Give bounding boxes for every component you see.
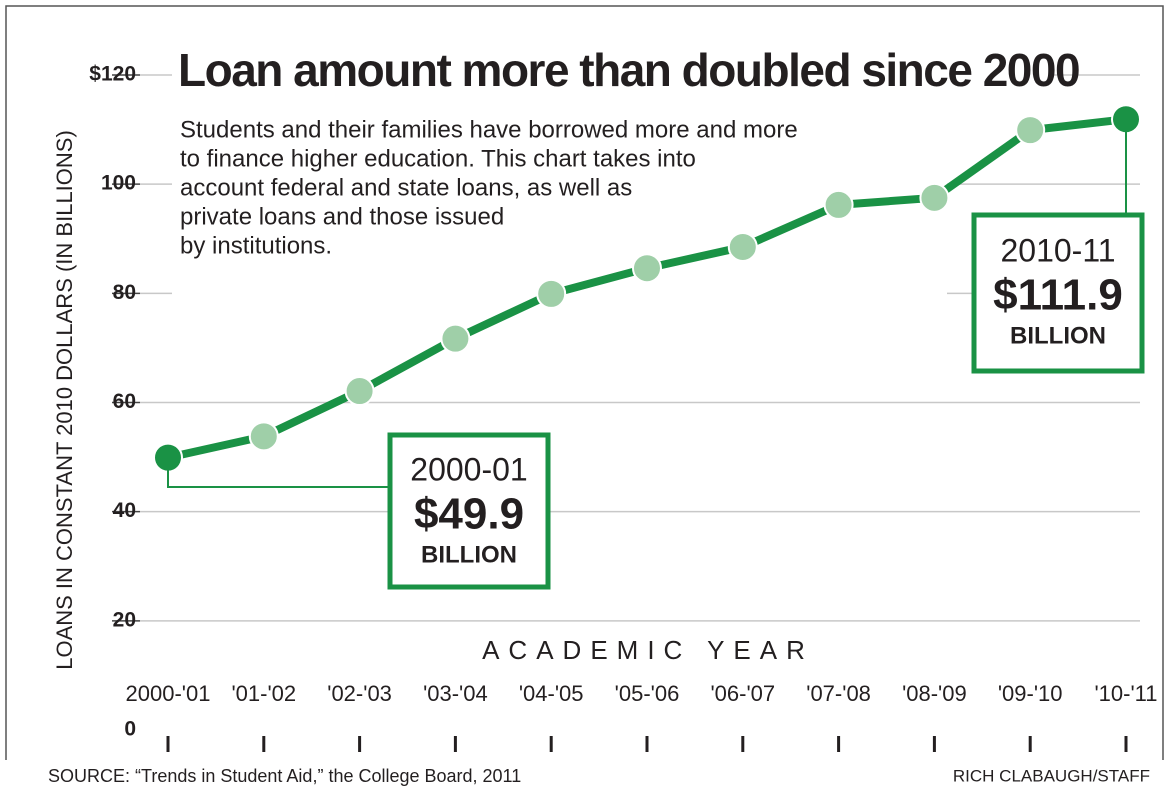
- x-tick-label: '08-'09: [902, 681, 967, 706]
- y-tick-label: 100: [101, 172, 136, 195]
- annotation-box: [971, 212, 1145, 374]
- x-tick-label: '05-'06: [615, 681, 680, 706]
- point: [344, 376, 375, 407]
- x-axis-label: ACADEMIC YEAR: [482, 635, 814, 665]
- title-backdrop: [172, 44, 1052, 106]
- annotation-amount: $111.9: [993, 271, 1123, 320]
- point: [440, 323, 471, 354]
- subtitle-line: to finance higher education. This chart …: [180, 145, 696, 172]
- y-tick-label: 0: [124, 718, 136, 741]
- point: [632, 253, 662, 284]
- chart-title: Loan amount more than doubled since 2000: [178, 44, 1079, 96]
- x-tick-label: '10-'11: [1094, 681, 1157, 706]
- credit: RICH CLABAUGH/STAFF: [953, 766, 1150, 785]
- x-tick-label: '03-'04: [423, 681, 488, 706]
- x-tick-label: '09-'10: [998, 681, 1063, 706]
- annotation-box: [387, 432, 551, 590]
- connector: [167, 470, 388, 488]
- x-tick-label: '07-'08: [806, 681, 871, 706]
- point: [823, 189, 854, 220]
- annotation-unit: BILLION: [1010, 322, 1106, 349]
- source: SOURCE: “Trends in Student Aid,” the Col…: [48, 766, 521, 786]
- x-tick-label: '04-'05: [519, 681, 584, 706]
- y-tick-label: 20: [113, 608, 136, 631]
- annotation-period: 2000-01: [410, 451, 527, 487]
- y-axis-label: LOANS IN CONSTANT 2010 DOLLARS (IN BILLI…: [52, 130, 77, 670]
- x-tick-label: '02-'03: [327, 681, 392, 706]
- point: [153, 442, 183, 473]
- x-tick-label: '06-'07: [710, 681, 775, 706]
- frame: [5, 5, 1164, 760]
- y-tick-label: 40: [113, 499, 136, 522]
- subtitle-backdrop: [172, 110, 947, 295]
- point: [248, 421, 279, 452]
- y-tick-label: $120: [89, 63, 136, 86]
- subtitle-line: private loans and those issued: [180, 203, 504, 230]
- subtitle-line: account federal and state loans, as well…: [180, 174, 632, 201]
- y-tick-label: 60: [113, 390, 136, 413]
- annotation-amount: $49.9: [414, 490, 524, 539]
- annotation-unit: BILLION: [421, 541, 517, 568]
- point: [919, 182, 950, 213]
- point: [1111, 104, 1141, 135]
- point: [1015, 115, 1046, 146]
- subtitle-line: by institutions.: [180, 232, 332, 259]
- point: [727, 231, 758, 262]
- x-tick-label: '01-'02: [231, 681, 296, 706]
- subtitle-line: Students and their families have borrowe…: [180, 116, 798, 143]
- point: [536, 278, 567, 309]
- x-tick-label: 2000-'01: [126, 681, 211, 706]
- subtitle: Students and their families have borrowe…: [180, 116, 798, 259]
- annotation-period: 2010-11: [1000, 232, 1115, 268]
- y-tick-label: 80: [113, 281, 136, 304]
